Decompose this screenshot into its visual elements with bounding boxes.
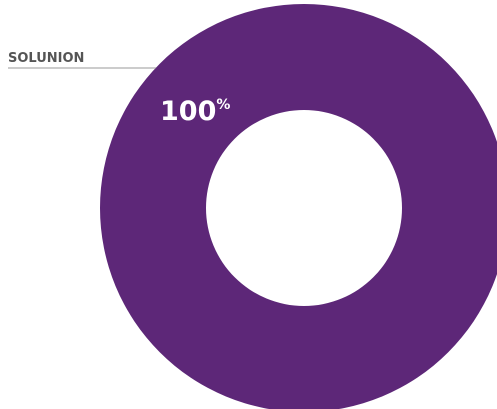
value-label-part: 100 (160, 96, 216, 127)
value-label: 100% (160, 96, 230, 127)
donut-slice (100, 4, 497, 409)
slice-label: SOLUNION (8, 51, 84, 66)
value-label-part: % (216, 97, 230, 113)
